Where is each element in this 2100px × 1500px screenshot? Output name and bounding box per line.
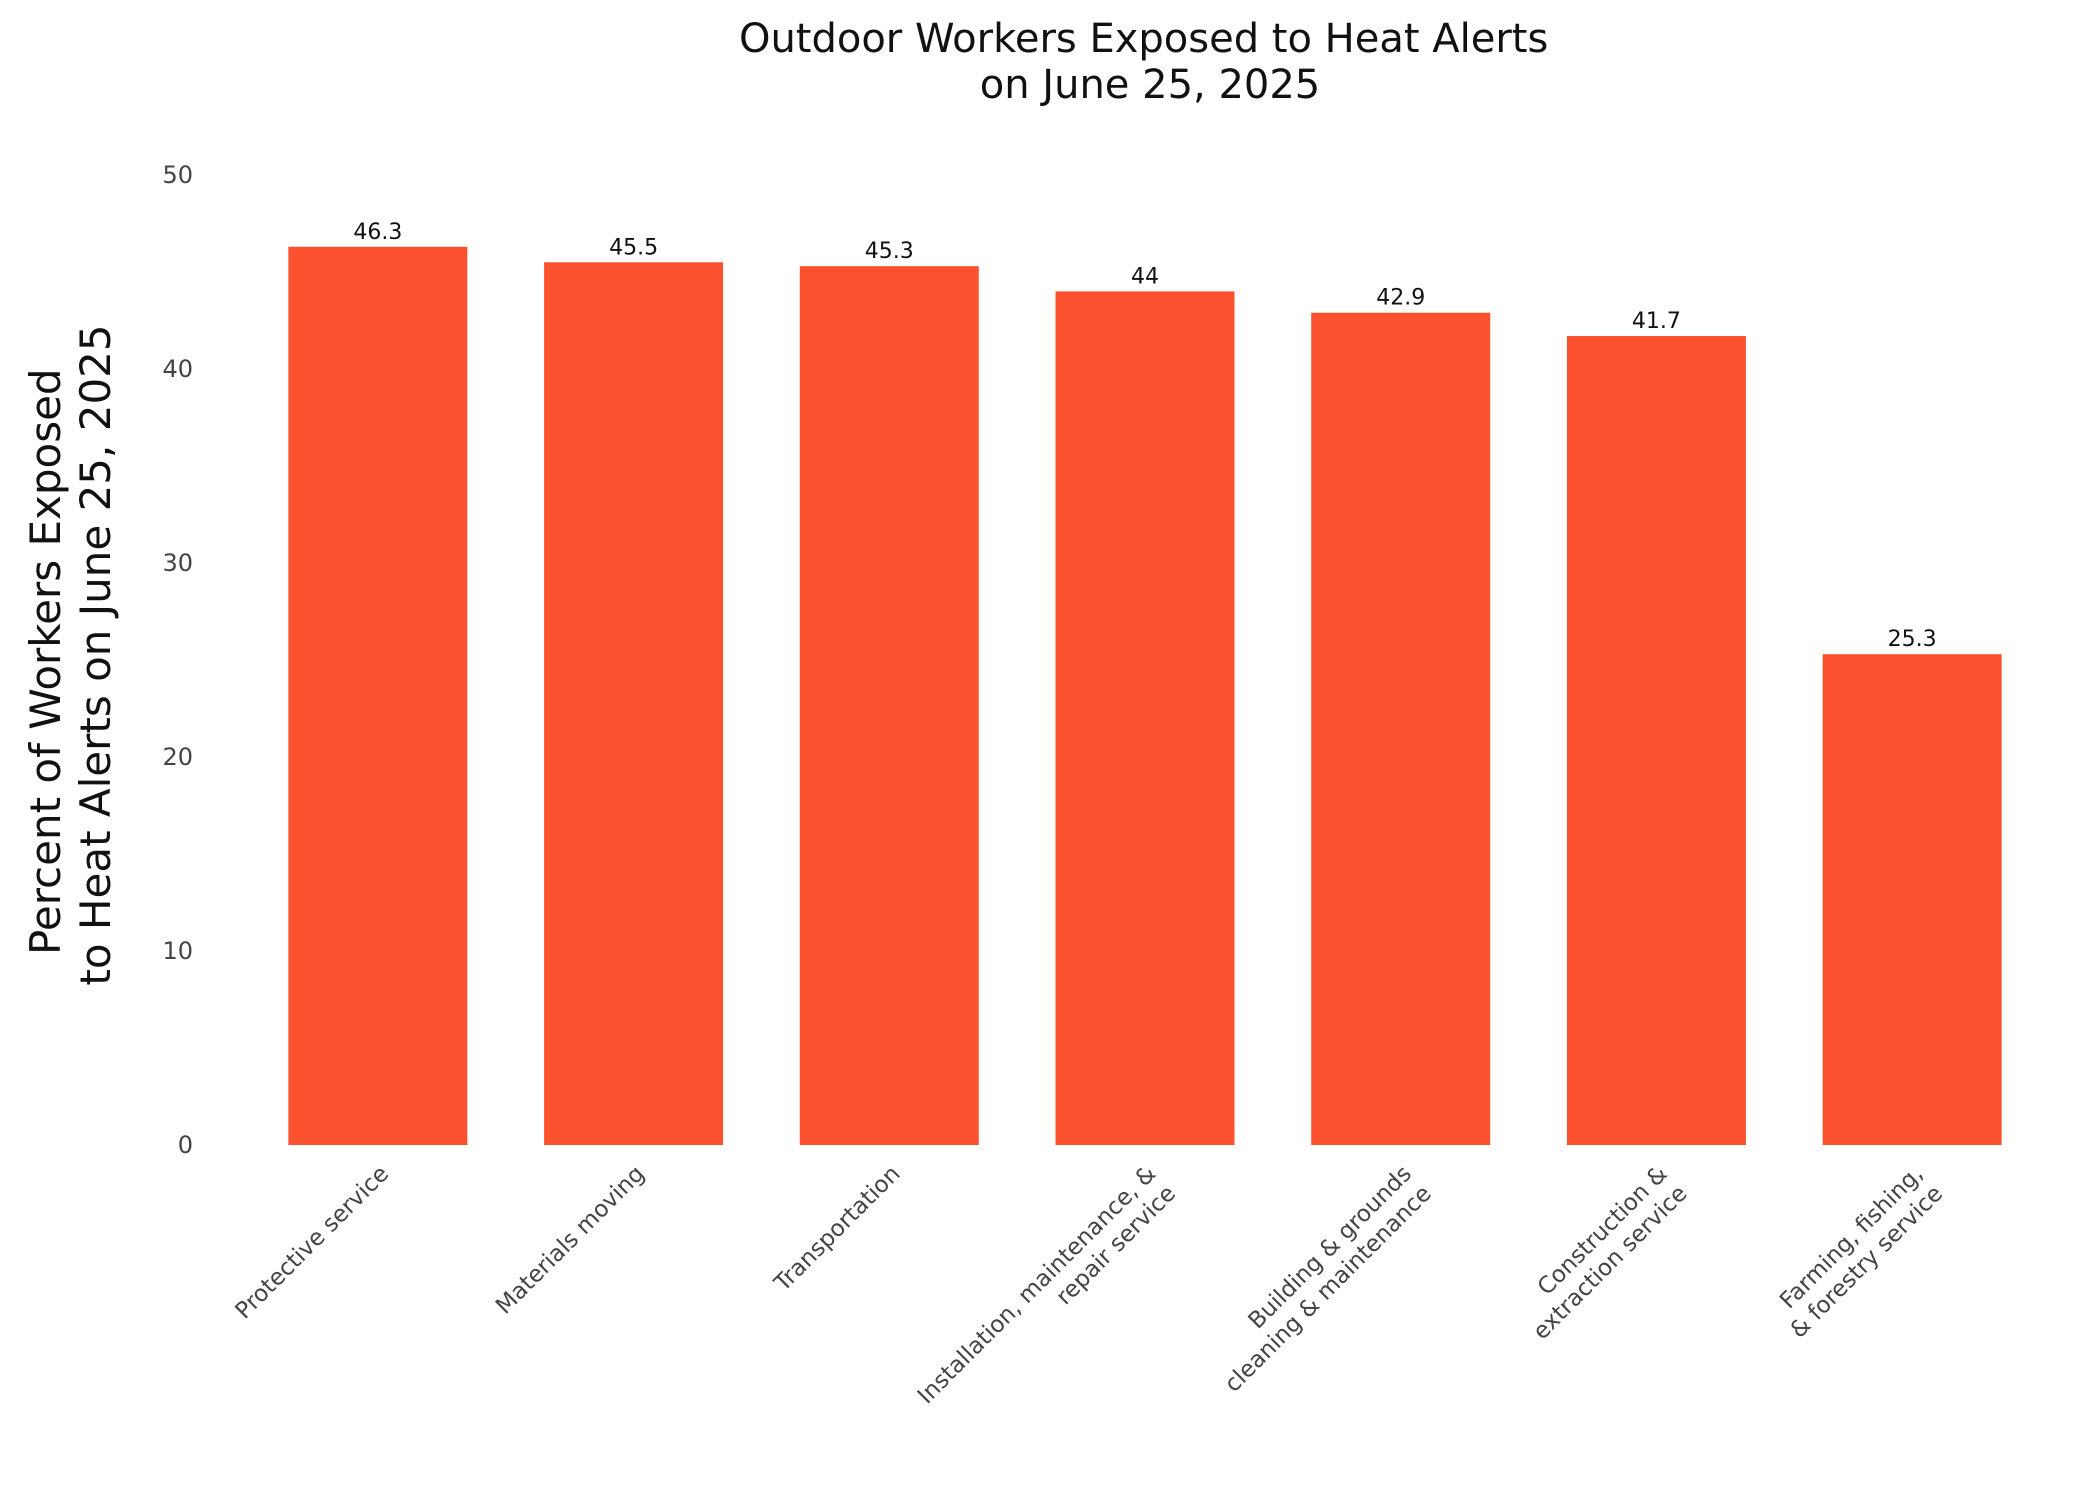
x-category-label: Transportation — [769, 1161, 906, 1298]
bar-value-label: 45.3 — [865, 239, 914, 264]
bar-value-label: 25.3 — [1888, 627, 1937, 652]
bar-value-label: 44 — [1131, 264, 1159, 289]
chart-title: Outdoor Workers Exposed to Heat Alerts o… — [739, 16, 1561, 108]
x-category-label: Installation, maintenance, &repair servi… — [913, 1161, 1181, 1429]
y-tick-label: 30 — [162, 549, 193, 577]
bar — [544, 262, 724, 1145]
x-axis-category-labels: Protective service Materials moving Transp… — [231, 1161, 1949, 1429]
y-tick-label: 10 — [162, 937, 193, 965]
bar — [1055, 291, 1235, 1145]
x-category-label: Farming, fishing,& forestry service — [1766, 1161, 1949, 1344]
y-tick-label: 20 — [162, 743, 193, 771]
x-category-label-line: Installation, maintenance, & — [913, 1161, 1161, 1409]
value-labels: 46.3 45.5 45.3 44 42.9 41.7 25.3 — [353, 220, 1936, 652]
bar-value-label: 42.9 — [1376, 286, 1425, 311]
y-tick-label: 50 — [162, 161, 193, 189]
x-category-label: Construction &extraction service — [1508, 1161, 1692, 1345]
y-axis-label-line-2: to Heat Alerts on June 25, 2025 — [71, 324, 120, 985]
x-category-label-line: Transportation — [769, 1161, 906, 1298]
bar-value-label: 41.7 — [1632, 309, 1681, 334]
y-tick-label: 40 — [162, 355, 193, 383]
x-category-label-line: Building & grounds — [1244, 1161, 1417, 1334]
bar — [799, 266, 979, 1145]
x-category-label-line: Protective service — [231, 1161, 394, 1324]
y-axis-label-line-1: Percent of Workers Exposed — [21, 368, 70, 955]
bar — [1311, 312, 1491, 1145]
bars — [288, 246, 2002, 1145]
x-category-label: Materials moving — [491, 1161, 650, 1320]
x-category-label-line: Materials moving — [491, 1161, 650, 1320]
x-category-label: Protective service — [231, 1161, 394, 1324]
bar-value-label: 45.5 — [609, 235, 658, 260]
x-category-label-line: cleaning & maintenance — [1220, 1181, 1437, 1398]
y-tick-label: 0 — [178, 1131, 193, 1159]
y-axis-ticks: 0 10 20 30 40 50 — [162, 161, 193, 1159]
x-category-label: Building & groundscleaning & maintenance — [1200, 1161, 1437, 1398]
bar — [1566, 336, 1746, 1145]
y-axis-label: Percent of Workers Exposed to Heat Alert… — [21, 324, 120, 985]
chart-title-line-1: Outdoor Workers Exposed to Heat Alerts — [739, 16, 1548, 62]
chart-title-line-2: on June 25, 2025 — [980, 62, 1321, 108]
bar-value-label: 46.3 — [353, 220, 402, 245]
bar — [288, 246, 468, 1145]
bar — [1822, 654, 2002, 1145]
